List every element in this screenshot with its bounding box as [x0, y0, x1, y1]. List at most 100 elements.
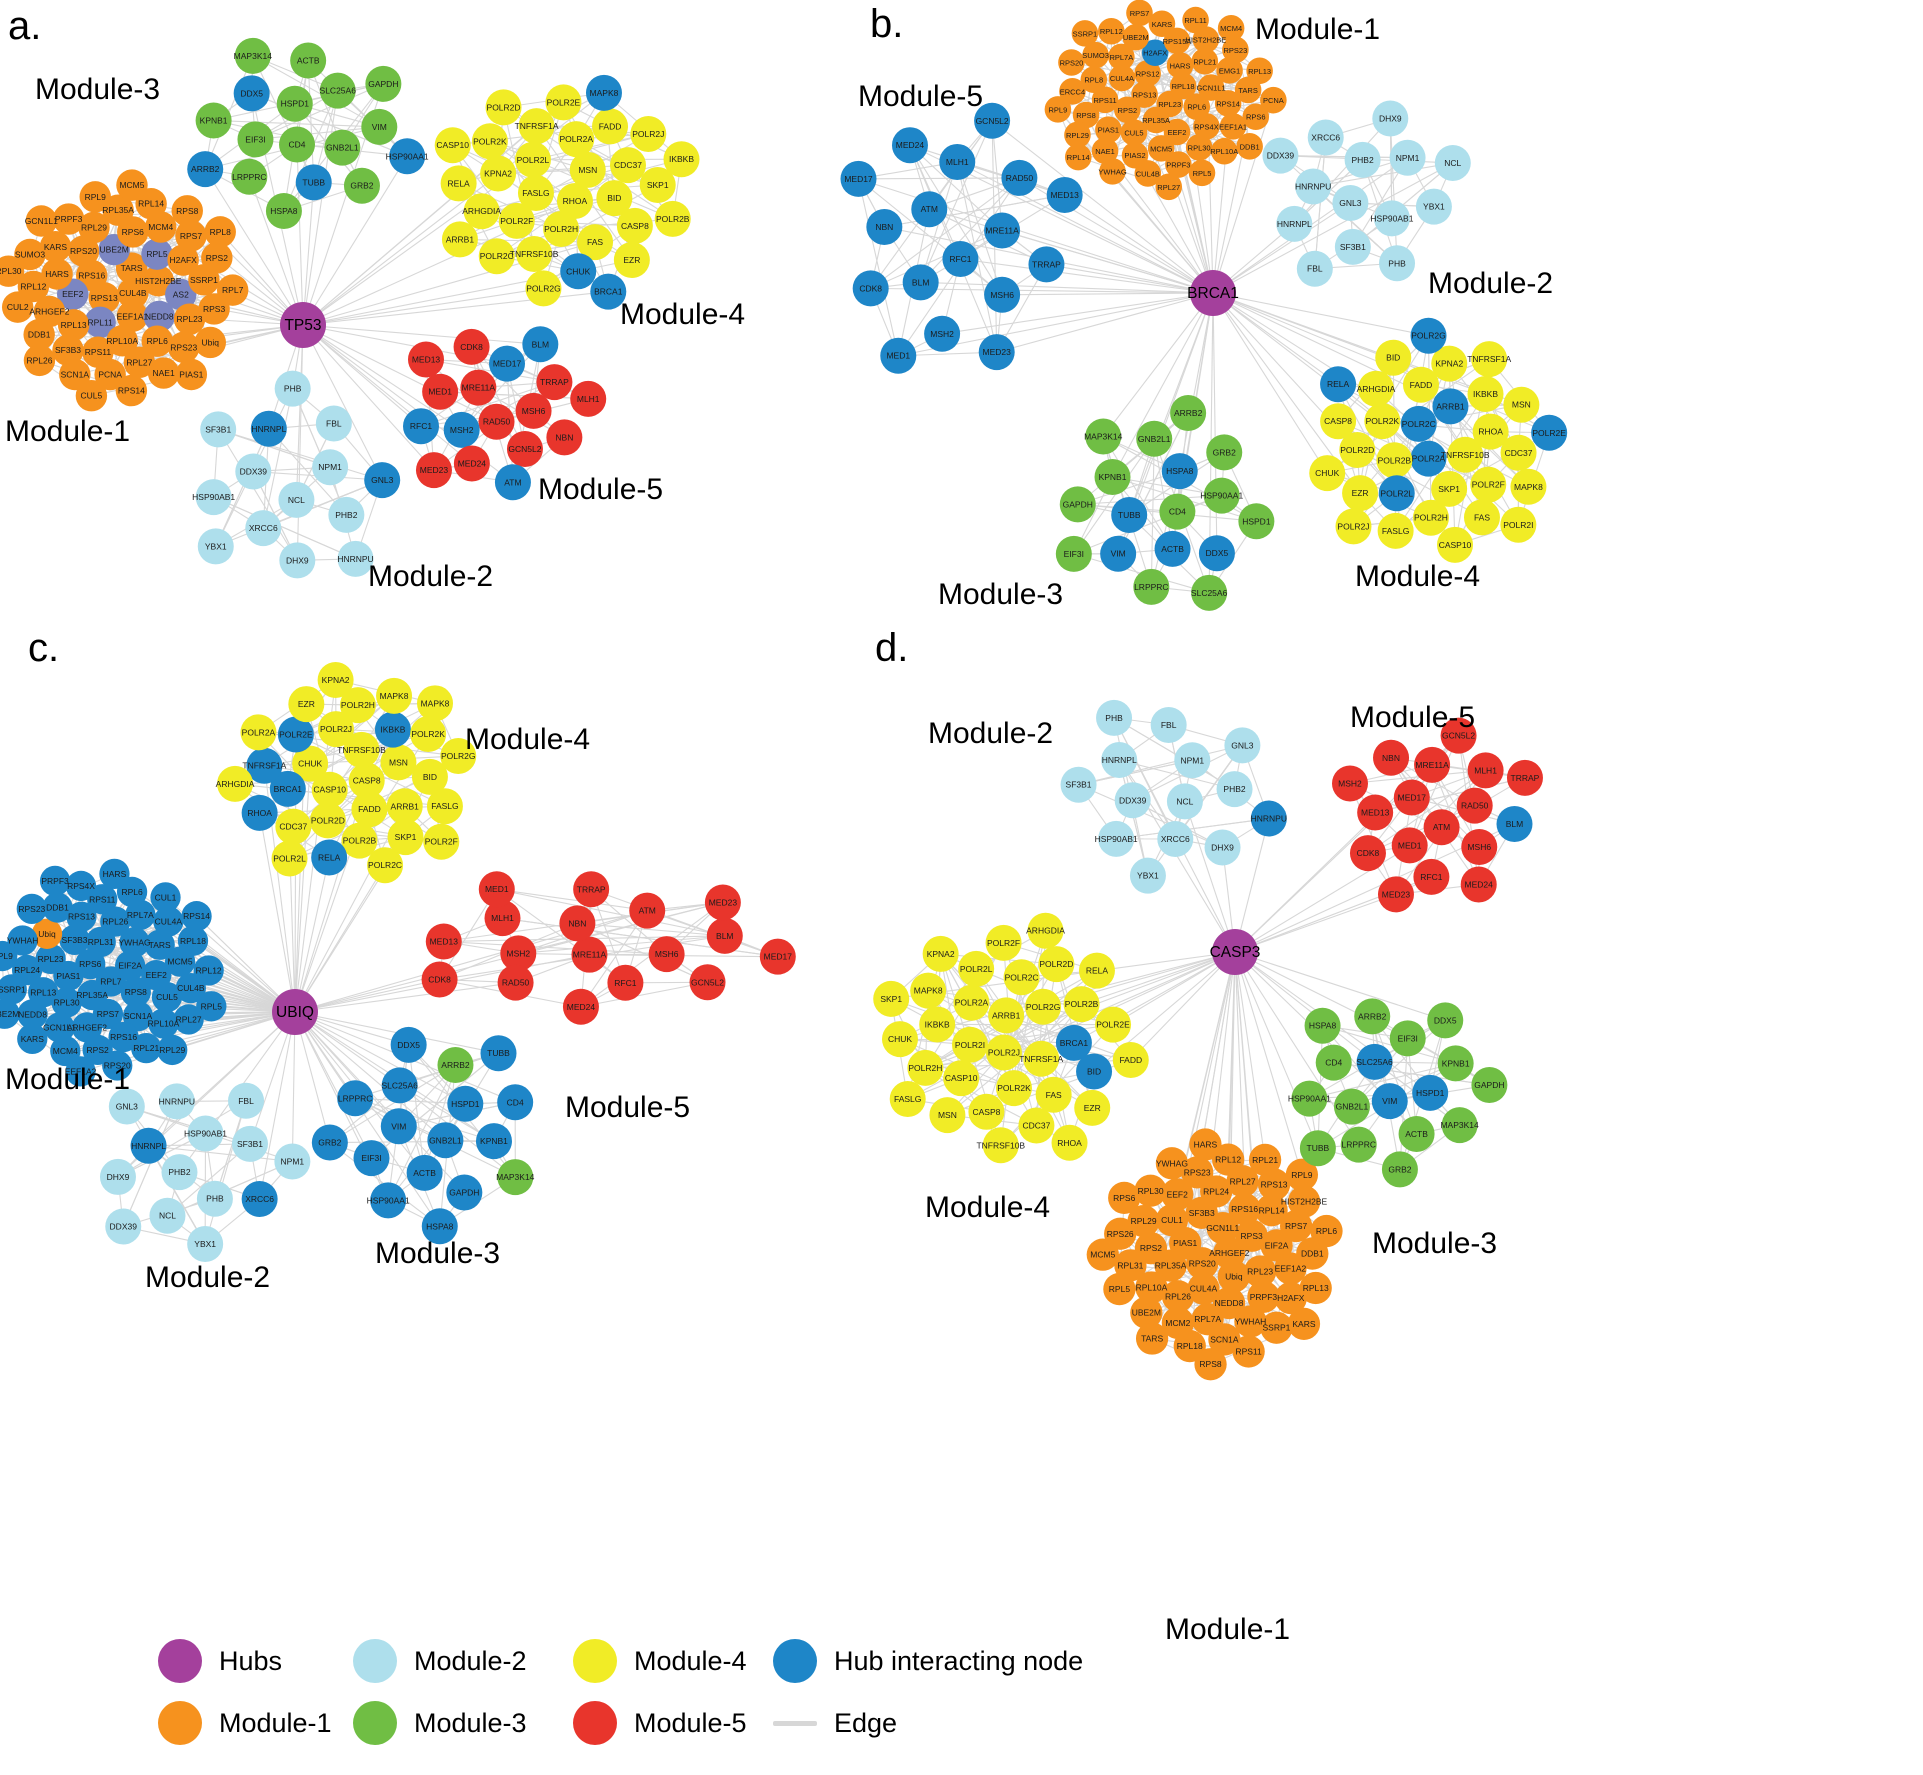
module-label: Module-4: [465, 723, 590, 756]
module-label: Module-4: [1355, 560, 1480, 593]
edge: [148, 1145, 293, 1163]
node-KARS: [1287, 1307, 1321, 1341]
node-RPL5: [1103, 1272, 1136, 1306]
node-BLM: [706, 917, 743, 954]
node-EIF3I: [353, 1140, 390, 1177]
legend-label-hub-interacting: Hub interacting node: [834, 1645, 1084, 1676]
node-NBN: [866, 208, 903, 245]
node-RPS2: [1114, 96, 1141, 124]
node-CUL1: [1155, 1204, 1189, 1237]
edge: [213, 119, 343, 149]
edge: [329, 1140, 494, 1144]
node-RPL5: [1188, 159, 1216, 187]
node-HNRNPU: [158, 1083, 195, 1120]
node-RPS12: [1134, 60, 1161, 87]
edge: [215, 428, 270, 547]
node-POLR2K: [471, 123, 508, 160]
module-label: Module-2: [368, 560, 493, 593]
node-POLR2J: [1335, 508, 1372, 545]
node-POLR2G: [1410, 317, 1447, 354]
node-RPS8: [120, 976, 151, 1008]
node-GRB2: [1381, 1151, 1418, 1188]
node-MAP3K14: [1441, 1107, 1478, 1144]
node-MSN: [1503, 386, 1540, 423]
node-RELA: [311, 839, 348, 876]
node-POLR2L: [271, 840, 308, 877]
node-MED13: [1357, 794, 1394, 831]
node-BRCA1: [269, 770, 306, 807]
nodes: [0, 661, 796, 1262]
node-RPL30: [1185, 134, 1213, 161]
node-MCM5: [1147, 135, 1175, 162]
node-CD4: [497, 1084, 534, 1121]
node-MCM5: [1086, 1238, 1119, 1271]
node-RPL18: [177, 925, 209, 956]
node-TRRAP: [536, 364, 573, 401]
node-RPS7: [1279, 1209, 1313, 1243]
legend-item-hub-interacting: Hub interacting node: [773, 1639, 1203, 1683]
node-ARRB2: [437, 1046, 474, 1083]
hub-edge: [1001, 229, 1214, 294]
node-ARRB1: [988, 997, 1025, 1034]
hub-interacting-swatch: [773, 1639, 817, 1683]
node-RPL12: [1212, 1143, 1245, 1176]
node-PRPF3: [1247, 1280, 1280, 1313]
node-KARS: [1148, 10, 1176, 38]
node-CHUK: [1309, 455, 1346, 492]
node-RPS11: [1091, 86, 1119, 114]
hub-edge: [991, 120, 1214, 294]
hub-edge: [302, 324, 541, 345]
node-ARHGDIA: [1357, 370, 1394, 407]
node-RPS6: [1242, 103, 1270, 131]
node-CDK8: [421, 961, 458, 998]
edge: [518, 935, 725, 954]
node-KPNB1: [1094, 459, 1131, 496]
node-DDX5: [1427, 1002, 1464, 1039]
hub-edge: [1212, 49, 1236, 294]
node-FADD: [1112, 1042, 1149, 1079]
hub-node-CASP3: [1212, 929, 1258, 975]
node-POLR2C: [478, 238, 515, 275]
edge: [496, 888, 725, 937]
node-MED13: [1046, 176, 1083, 213]
edge: [1073, 438, 1155, 555]
node-RPS8: [1194, 1348, 1227, 1381]
node-CUL4B: [1134, 160, 1162, 187]
node-MED23: [704, 884, 741, 921]
node-RPL14: [1255, 1194, 1288, 1227]
node-FBL: [1296, 250, 1333, 287]
node-YBX1: [197, 528, 234, 565]
module-label: Module-1: [1255, 13, 1380, 46]
edge: [1077, 495, 1222, 505]
node-TNFRSF1A: [246, 747, 283, 784]
node-RPS7: [175, 220, 207, 252]
module1-swatch: [158, 1701, 202, 1745]
node-EZR: [288, 686, 325, 723]
node-Ubiq: [31, 918, 63, 949]
node-CDC37: [1500, 434, 1537, 471]
node-FASLG: [426, 788, 463, 825]
edge: [218, 428, 331, 468]
node-RPS13: [1257, 1168, 1291, 1201]
node-NEDD8: [17, 999, 48, 1030]
hub-edge: [960, 258, 1214, 294]
hub-edge: [296, 324, 304, 561]
node-EEF1A1: [1219, 113, 1247, 140]
node-RPL26: [23, 344, 56, 377]
node-KPNA2: [922, 935, 959, 972]
node-DDB1: [1236, 133, 1263, 160]
node-CDK8: [852, 270, 889, 307]
node-YWHAG: [1155, 1147, 1189, 1180]
node-GCN5L2: [689, 964, 726, 1001]
hub-edge: [1003, 951, 1236, 1054]
node-MED23: [415, 452, 452, 489]
edge: [909, 144, 1003, 231]
node-BRCA1: [590, 273, 627, 310]
edge: [496, 888, 626, 984]
node-XRCC6: [245, 510, 282, 547]
edge: [891, 998, 1095, 1073]
node-TNFRSF10B: [516, 235, 553, 272]
hub-edge: [1102, 292, 1214, 437]
edge: [1147, 72, 1249, 91]
